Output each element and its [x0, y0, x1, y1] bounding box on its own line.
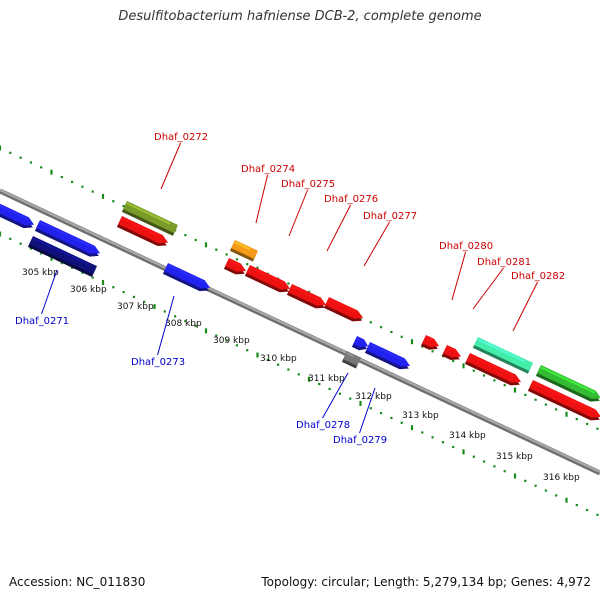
gene-label-forward[interactable]: Dhaf_0272: [154, 132, 208, 143]
leader-line: [288, 189, 309, 237]
gene-feature-reverse: [34, 220, 101, 257]
gene-feature-reverse: [364, 342, 411, 370]
leader-line: [472, 267, 504, 310]
kbp-label: 307 kbp: [117, 302, 154, 312]
lower-tick-row: [0, 231, 599, 516]
kbp-label: 308 kbp: [165, 319, 202, 329]
gene-feature-forward: [286, 284, 327, 309]
gene-feature-forward: [116, 216, 169, 247]
kbp-label: 315 kbp: [496, 452, 533, 462]
gene-feature-forward: [441, 345, 462, 360]
gene-label-forward[interactable]: Dhaf_0275: [281, 179, 335, 190]
gene-label-reverse[interactable]: Dhaf_0271: [15, 316, 69, 327]
genome-summary-text: Topology: circular; Length: 5,279,134 bp…: [261, 575, 591, 589]
leader-line: [255, 174, 269, 224]
leader-line: [322, 372, 349, 419]
kbp-label-layer: 305 kbp 306 kbp 307 kbp 308 kbp 309 kbp 310 k…: [22, 268, 580, 483]
backbone-layer: [0, 188, 600, 476]
backbone-line: [0, 189, 600, 473]
kbp-label: 316 kbp: [543, 473, 580, 483]
gene-label-forward[interactable]: Dhaf_0277: [363, 211, 417, 222]
leader-line: [41, 269, 58, 315]
gene-feature-forward: [420, 335, 440, 350]
kbp-label: 309 kbp: [213, 336, 250, 346]
kbp-label: 313 kbp: [402, 411, 439, 421]
leader-line: [512, 281, 538, 332]
kbp-label: 305 kbp: [22, 268, 59, 278]
leader-line: [326, 204, 351, 252]
gene-feature-forward: [527, 380, 600, 421]
gene-label-reverse[interactable]: Dhaf_0279: [333, 435, 387, 446]
gene-label-reverse[interactable]: Dhaf_0273: [131, 357, 185, 368]
gene-label-forward[interactable]: Dhaf_0280: [439, 241, 493, 252]
kbp-label: 312 kbp: [355, 392, 392, 402]
kbp-label: 306 kbp: [70, 285, 107, 295]
leader-line: [160, 142, 182, 190]
accession-text: Accession: NC_011830: [9, 575, 146, 589]
gene-feature-reverse: [27, 236, 97, 277]
gene-feature-reverse: [162, 263, 211, 292]
leader-line: [359, 387, 376, 434]
gene-feature-forward: [229, 240, 258, 262]
kbp-label: 311 kbp: [308, 374, 345, 384]
gene-feature-forward: [472, 337, 533, 374]
gene-feature-reverse: [0, 199, 35, 229]
gene-feature-forward: [223, 258, 247, 275]
gene-feature-reverse: [341, 351, 361, 369]
gene-feature-reverse: [351, 336, 369, 351]
leader-line: [451, 251, 467, 301]
feature-layer: [0, 199, 600, 421]
gene-feature-forward: [323, 297, 364, 322]
map-title: Desulfitobacterium hafniense DCB-2, comp…: [118, 9, 482, 24]
gene-label-forward[interactable]: Dhaf_0281: [477, 257, 531, 268]
gene-label-forward[interactable]: Dhaf_0276: [324, 194, 378, 205]
kbp-label: 314 kbp: [449, 431, 486, 441]
gene-label-layer: Dhaf_0272 Dhaf_0274 Dhaf_0275 Dhaf_0276 Dhaf…: [15, 132, 565, 446]
gene-label-forward[interactable]: Dhaf_0274: [241, 164, 295, 175]
gene-label-reverse[interactable]: Dhaf_0278: [296, 420, 350, 431]
gene-label-forward[interactable]: Dhaf_0282: [511, 271, 565, 282]
leader-line: [363, 221, 390, 267]
gene-feature-forward: [121, 201, 179, 236]
gene-feature-forward: [464, 353, 522, 386]
gene-feature-forward: [535, 365, 600, 402]
kbp-label: 310 kbp: [260, 354, 297, 364]
gene-feature-forward: [244, 265, 291, 293]
leader-line: [157, 295, 175, 356]
